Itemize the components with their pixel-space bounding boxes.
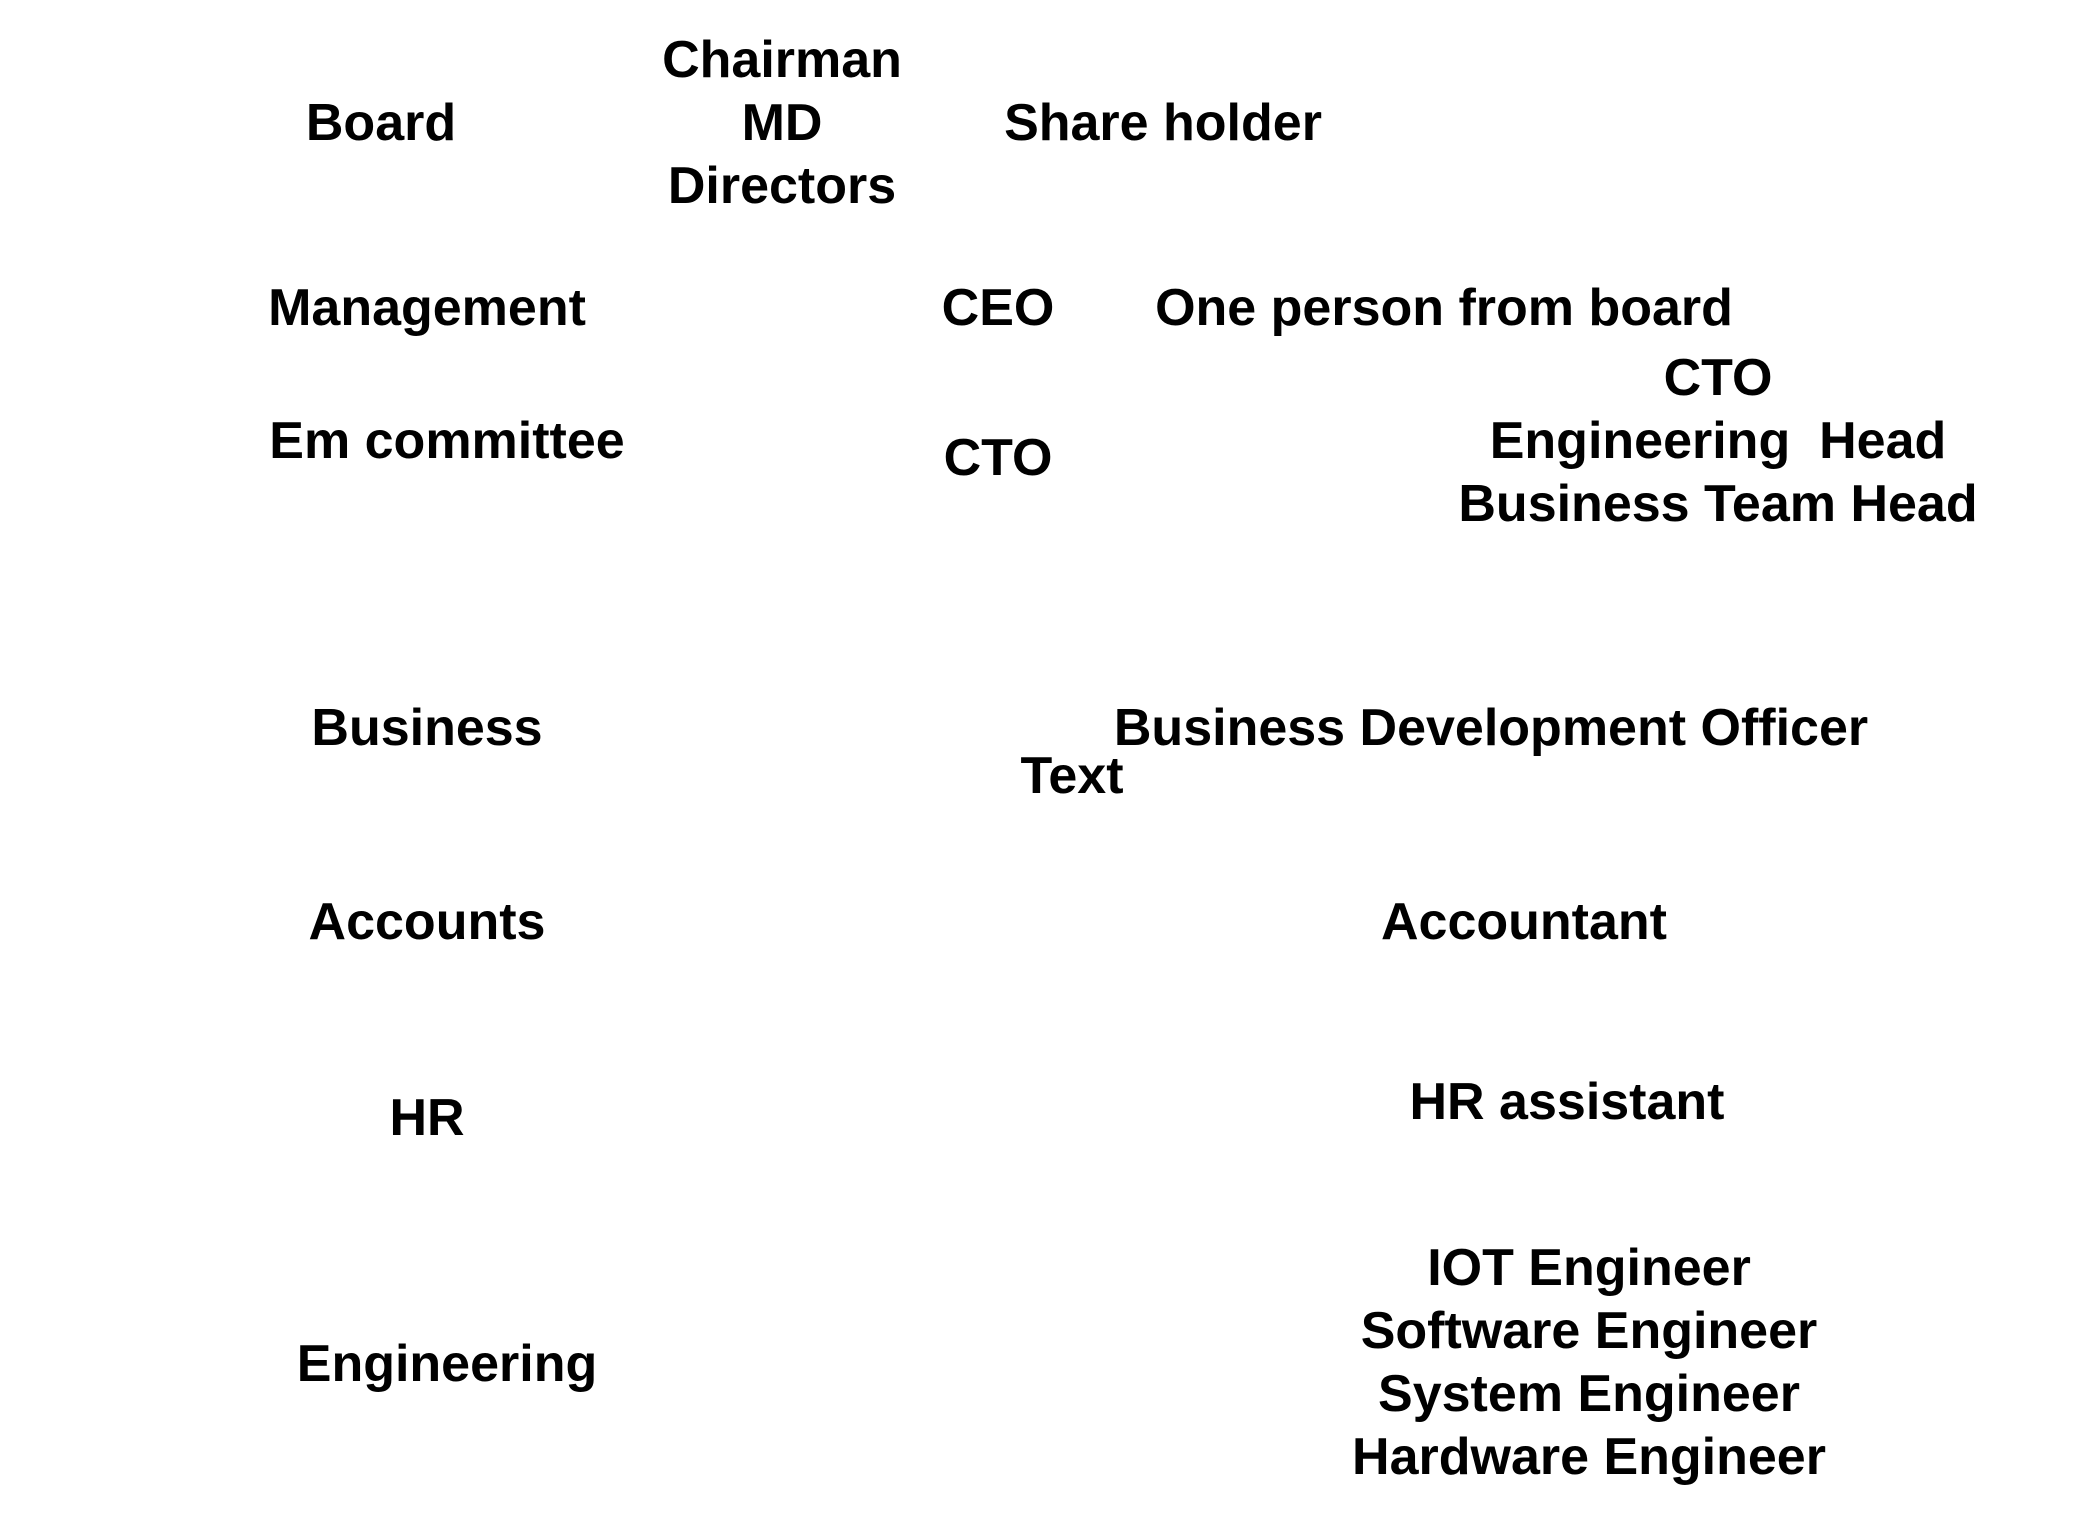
- engineering-role-iot: IOT Engineer: [1427, 1239, 1751, 1297]
- board-label: Board: [305, 94, 457, 152]
- engineering-role-software: Software Engineer: [1360, 1302, 1818, 1360]
- hr-role: HR assistant: [1409, 1073, 1725, 1131]
- em-committee-member-engineering-head: Engineering Head: [1489, 412, 1947, 470]
- board-member-directors: Directors: [667, 157, 897, 215]
- engineering-label: Engineering: [296, 1335, 598, 1393]
- engineering-role-system: System Engineer: [1378, 1365, 1800, 1423]
- management-note: One person from board: [1155, 279, 1733, 337]
- business-role: Business Development Officer: [1113, 699, 1869, 757]
- board-member-chairman: Chairman: [662, 31, 902, 89]
- hr-label: HR: [389, 1089, 465, 1147]
- management-label: Management: [268, 279, 586, 337]
- accounts-role: Accountant: [1381, 893, 1667, 951]
- em-committee-role-cto: CTO: [943, 429, 1053, 487]
- board-members: Chairman MD Directors: [662, 29, 902, 218]
- em-committee-member-cto: CTO: [1663, 349, 1773, 407]
- business-label: Business: [311, 699, 543, 757]
- management-role-ceo: CEO: [941, 279, 1055, 337]
- em-committee-member-business-team-head: Business Team Head: [1458, 475, 1978, 533]
- em-committee-label: Em committee: [269, 412, 625, 470]
- engineering-role-hardware: Hardware Engineer: [1352, 1428, 1826, 1486]
- accounts-label: Accounts: [308, 893, 546, 951]
- engineering-roles: IOT Engineer Software Engineer System En…: [1352, 1237, 1826, 1489]
- em-committee-members: CTO Engineering Head Business Team Head: [1458, 347, 1977, 536]
- stray-text: Text: [1020, 747, 1124, 805]
- board-member-md: MD: [741, 94, 823, 152]
- share-holder-label: Share holder: [1004, 94, 1322, 152]
